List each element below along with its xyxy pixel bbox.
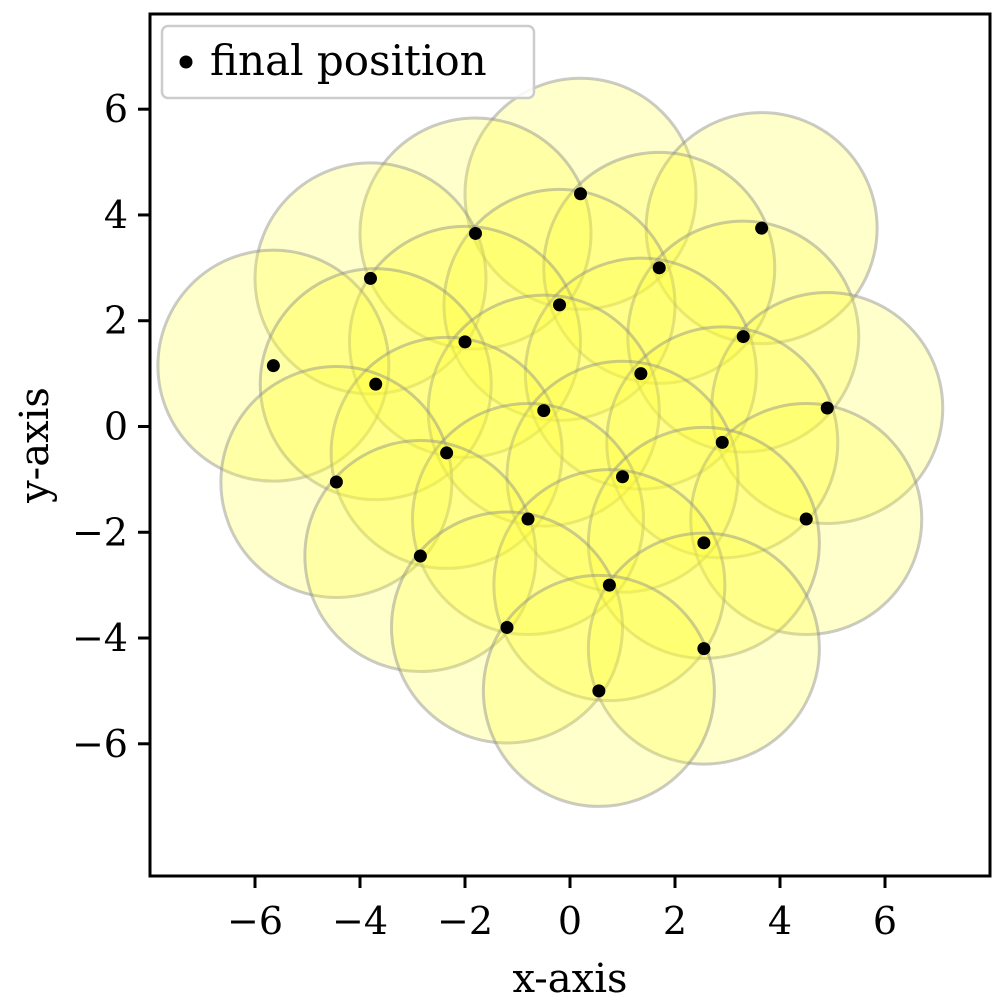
- x-ticks: −6 −4 −2 0 2 4 6: [227, 876, 897, 943]
- final-position-point: [266, 359, 280, 373]
- final-position-points: [266, 187, 834, 698]
- x-tick-label: −2: [437, 899, 493, 943]
- y-axis-label: y-axis: [12, 387, 58, 504]
- legend: final position: [160, 24, 536, 100]
- final-position-point: [553, 298, 566, 312]
- y-tick-label: −2: [72, 510, 128, 554]
- final-position-point: [736, 330, 750, 344]
- final-position-point: [592, 684, 606, 698]
- final-position-point: [697, 642, 711, 656]
- y-tick-label: −6: [72, 722, 128, 766]
- final-position-point: [440, 446, 454, 460]
- final-position-point: [755, 221, 769, 235]
- final-position-point: [537, 404, 551, 418]
- final-position-point: [458, 335, 472, 349]
- y-tick-label: 2: [104, 299, 128, 343]
- y-tick-label: 0: [104, 404, 128, 448]
- final-position-point: [616, 470, 629, 484]
- final-position-point: [574, 187, 587, 201]
- y-tick-label: 4: [104, 193, 128, 237]
- final-position-point: [634, 367, 648, 381]
- final-position-point: [364, 271, 377, 285]
- legend-label: final position: [210, 36, 487, 85]
- final-position-point: [469, 226, 482, 240]
- x-tick-label: 6: [873, 899, 897, 943]
- legend-marker: [179, 55, 193, 69]
- final-position-point: [697, 536, 711, 550]
- x-axis-label: x-axis: [512, 956, 627, 999]
- final-position-point: [652, 261, 666, 275]
- x-tick-label: −4: [332, 899, 388, 943]
- final-position-point: [369, 377, 383, 391]
- x-tick-label: 0: [558, 899, 582, 943]
- x-tick-label: 2: [663, 899, 687, 943]
- final-position-point: [500, 620, 514, 634]
- y-tick-label: 6: [104, 87, 128, 131]
- x-tick-label: −6: [227, 899, 283, 943]
- y-ticks: 6 4 2 0 −2 −4 −6: [72, 87, 150, 766]
- final-position-point: [820, 401, 834, 415]
- final-position-point: [413, 549, 427, 563]
- final-position-point: [715, 435, 729, 449]
- coverage-circles: [156, 76, 945, 808]
- x-tick-label: 4: [768, 899, 792, 943]
- y-tick-label: −4: [72, 616, 128, 660]
- legend-box: [160, 24, 536, 100]
- final-position-point: [602, 578, 616, 592]
- final-position-point: [329, 475, 343, 489]
- final-position-point: [521, 512, 535, 526]
- final-position-point: [799, 512, 813, 526]
